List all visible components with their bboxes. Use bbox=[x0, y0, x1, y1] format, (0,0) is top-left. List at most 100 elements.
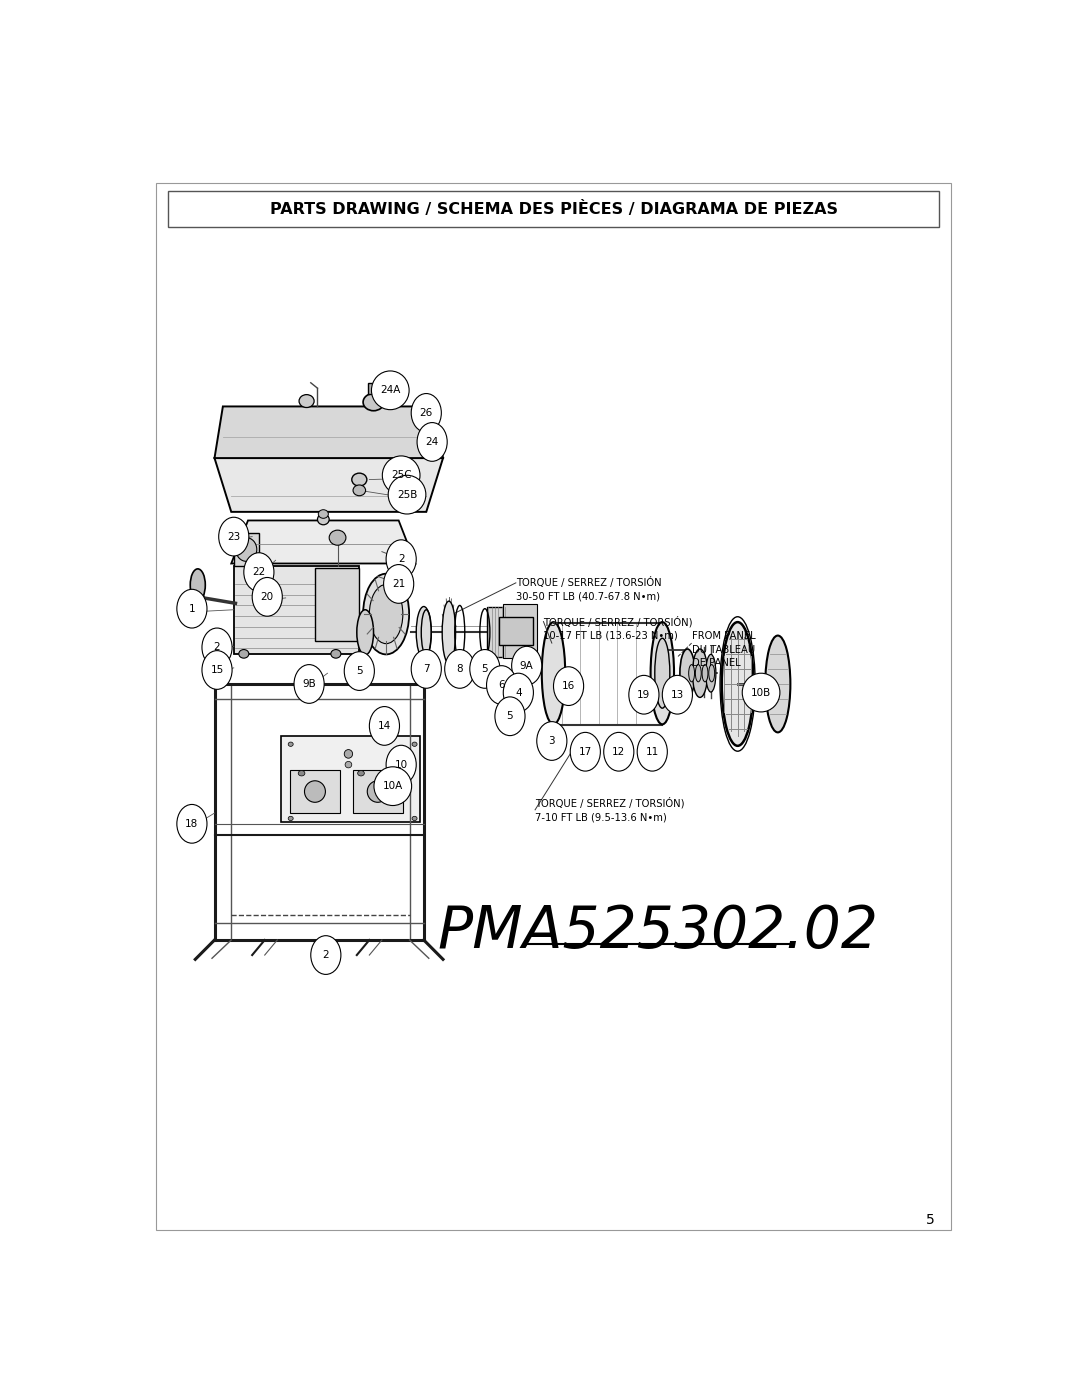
Ellipse shape bbox=[345, 750, 352, 759]
Polygon shape bbox=[486, 606, 512, 657]
Polygon shape bbox=[315, 567, 360, 641]
Polygon shape bbox=[215, 458, 443, 511]
Ellipse shape bbox=[470, 650, 500, 689]
Text: 18: 18 bbox=[186, 819, 199, 828]
Text: TORQUE / SERREZ / TORSIÓN
30-50 FT LB (40.7-67.8 N•m): TORQUE / SERREZ / TORSIÓN 30-50 FT LB (4… bbox=[516, 577, 661, 602]
Ellipse shape bbox=[413, 816, 417, 820]
Ellipse shape bbox=[177, 805, 207, 844]
Bar bbox=[282, 736, 420, 821]
Text: 10: 10 bbox=[394, 760, 408, 770]
Ellipse shape bbox=[356, 609, 374, 655]
Ellipse shape bbox=[298, 771, 305, 775]
Text: 26: 26 bbox=[420, 408, 433, 418]
Text: TORQUE / SERREZ / TORSIÓN)
7-10 FT LB (9.5-13.6 N•m): TORQUE / SERREZ / TORSIÓN) 7-10 FT LB (9… bbox=[535, 798, 685, 823]
Ellipse shape bbox=[637, 732, 667, 771]
Ellipse shape bbox=[369, 707, 400, 745]
Ellipse shape bbox=[330, 650, 341, 658]
Ellipse shape bbox=[416, 606, 431, 658]
Text: 21: 21 bbox=[392, 578, 405, 590]
Text: 1: 1 bbox=[189, 604, 195, 613]
Bar bbox=[352, 770, 403, 813]
Ellipse shape bbox=[190, 569, 205, 601]
Polygon shape bbox=[215, 407, 443, 458]
Ellipse shape bbox=[383, 564, 414, 604]
Text: 5: 5 bbox=[507, 711, 513, 721]
Polygon shape bbox=[499, 617, 532, 645]
Text: 10A: 10A bbox=[382, 781, 403, 791]
Ellipse shape bbox=[248, 550, 256, 557]
Ellipse shape bbox=[650, 622, 674, 724]
Ellipse shape bbox=[288, 742, 293, 746]
Ellipse shape bbox=[442, 601, 456, 664]
Ellipse shape bbox=[388, 475, 426, 514]
Ellipse shape bbox=[177, 590, 207, 629]
Ellipse shape bbox=[363, 574, 409, 654]
Ellipse shape bbox=[554, 666, 583, 705]
Ellipse shape bbox=[299, 394, 314, 408]
Text: 10B: 10B bbox=[751, 687, 771, 697]
Text: 23: 23 bbox=[227, 532, 241, 542]
Bar bbox=[289, 770, 340, 813]
Ellipse shape bbox=[353, 485, 366, 496]
Text: 4: 4 bbox=[515, 687, 522, 697]
Ellipse shape bbox=[503, 673, 534, 712]
Text: 3: 3 bbox=[549, 736, 555, 746]
Ellipse shape bbox=[706, 654, 716, 692]
Ellipse shape bbox=[367, 781, 388, 802]
Ellipse shape bbox=[742, 673, 780, 712]
Ellipse shape bbox=[305, 781, 325, 802]
Ellipse shape bbox=[629, 675, 659, 714]
Ellipse shape bbox=[696, 665, 701, 682]
Ellipse shape bbox=[604, 732, 634, 771]
Ellipse shape bbox=[252, 577, 282, 616]
Ellipse shape bbox=[202, 629, 232, 666]
Ellipse shape bbox=[346, 761, 352, 768]
Polygon shape bbox=[503, 605, 537, 658]
Ellipse shape bbox=[218, 517, 248, 556]
Ellipse shape bbox=[374, 767, 411, 806]
Text: 24A: 24A bbox=[380, 386, 401, 395]
Ellipse shape bbox=[239, 650, 248, 658]
Text: 2: 2 bbox=[214, 643, 220, 652]
Ellipse shape bbox=[202, 651, 232, 689]
Ellipse shape bbox=[235, 538, 257, 562]
Text: 14: 14 bbox=[378, 721, 391, 731]
Ellipse shape bbox=[445, 650, 475, 689]
Text: 8: 8 bbox=[457, 664, 463, 673]
Ellipse shape bbox=[662, 675, 692, 714]
Text: 16: 16 bbox=[562, 682, 576, 692]
Bar bbox=[367, 383, 380, 394]
Text: PARTS DRAWING / SCHEMA DES PIÈCES / DIAGRAMA DE PIEZAS: PARTS DRAWING / SCHEMA DES PIÈCES / DIAG… bbox=[270, 201, 837, 217]
Ellipse shape bbox=[689, 665, 694, 682]
Text: 17: 17 bbox=[579, 747, 592, 757]
Ellipse shape bbox=[570, 732, 600, 771]
Text: PMA525302.02: PMA525302.02 bbox=[437, 902, 879, 960]
Ellipse shape bbox=[319, 510, 328, 518]
Ellipse shape bbox=[537, 722, 567, 760]
Text: FROM PANEL
DU TABLEAU
DE PANEL: FROM PANEL DU TABLEAU DE PANEL bbox=[691, 631, 755, 668]
Text: 2: 2 bbox=[397, 555, 405, 564]
Bar bbox=[168, 191, 939, 226]
Ellipse shape bbox=[766, 636, 791, 732]
Ellipse shape bbox=[318, 514, 329, 525]
Text: 12: 12 bbox=[612, 747, 625, 757]
Ellipse shape bbox=[294, 665, 324, 703]
Text: 6: 6 bbox=[498, 680, 505, 690]
Text: 24: 24 bbox=[426, 437, 438, 447]
Ellipse shape bbox=[413, 742, 417, 746]
Text: 15: 15 bbox=[211, 665, 224, 675]
Ellipse shape bbox=[357, 771, 364, 775]
Polygon shape bbox=[231, 521, 416, 563]
Ellipse shape bbox=[387, 745, 416, 784]
Ellipse shape bbox=[512, 647, 542, 685]
Ellipse shape bbox=[411, 650, 442, 689]
Text: 20: 20 bbox=[260, 592, 274, 602]
Text: 5: 5 bbox=[926, 1213, 934, 1227]
Ellipse shape bbox=[372, 372, 409, 409]
Ellipse shape bbox=[387, 539, 416, 578]
Ellipse shape bbox=[345, 651, 375, 690]
Ellipse shape bbox=[692, 650, 707, 697]
Text: 22: 22 bbox=[253, 567, 266, 577]
Ellipse shape bbox=[369, 584, 403, 644]
Ellipse shape bbox=[389, 550, 397, 557]
